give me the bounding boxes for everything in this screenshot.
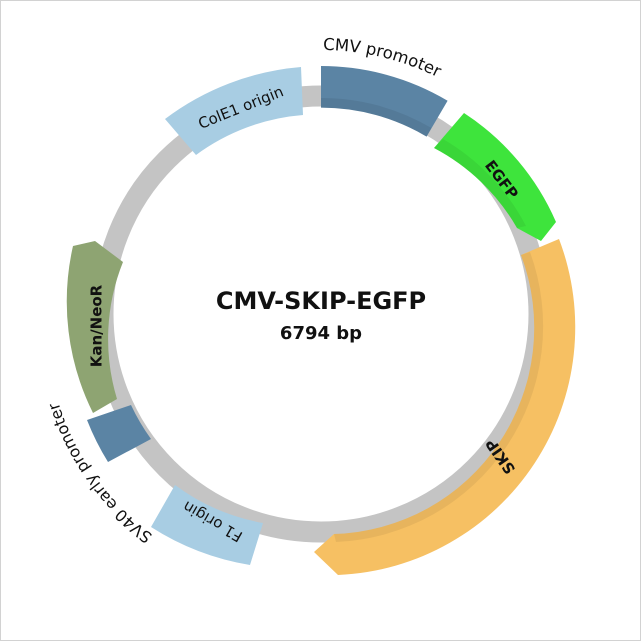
feature-arc bbox=[321, 65, 448, 137]
feature-arc bbox=[165, 67, 303, 155]
plasmid-name: CMV-SKIP-EGFP bbox=[216, 287, 426, 315]
feature-arc bbox=[87, 405, 151, 462]
feature-arc bbox=[434, 113, 556, 241]
plasmid-size: 6794 bp bbox=[280, 323, 362, 344]
feature-egfp: EGFP bbox=[434, 113, 556, 241]
feature-cmv-promoter: CMV promoter bbox=[321, 35, 448, 137]
feature-kan-neor: Kan/NeoR bbox=[66, 241, 123, 413]
feature-arc bbox=[66, 241, 123, 413]
feature-inner-shade bbox=[321, 97, 432, 137]
feature-inner-shade bbox=[434, 139, 526, 228]
feature-label: Kan/NeoR bbox=[88, 284, 106, 367]
feature-cole1-origin: ColE1 origin bbox=[165, 67, 303, 155]
feature-arc bbox=[314, 239, 576, 575]
feature-sv40-early-promoter: SV40 early promoter bbox=[44, 400, 156, 547]
feature-arc bbox=[151, 485, 263, 565]
